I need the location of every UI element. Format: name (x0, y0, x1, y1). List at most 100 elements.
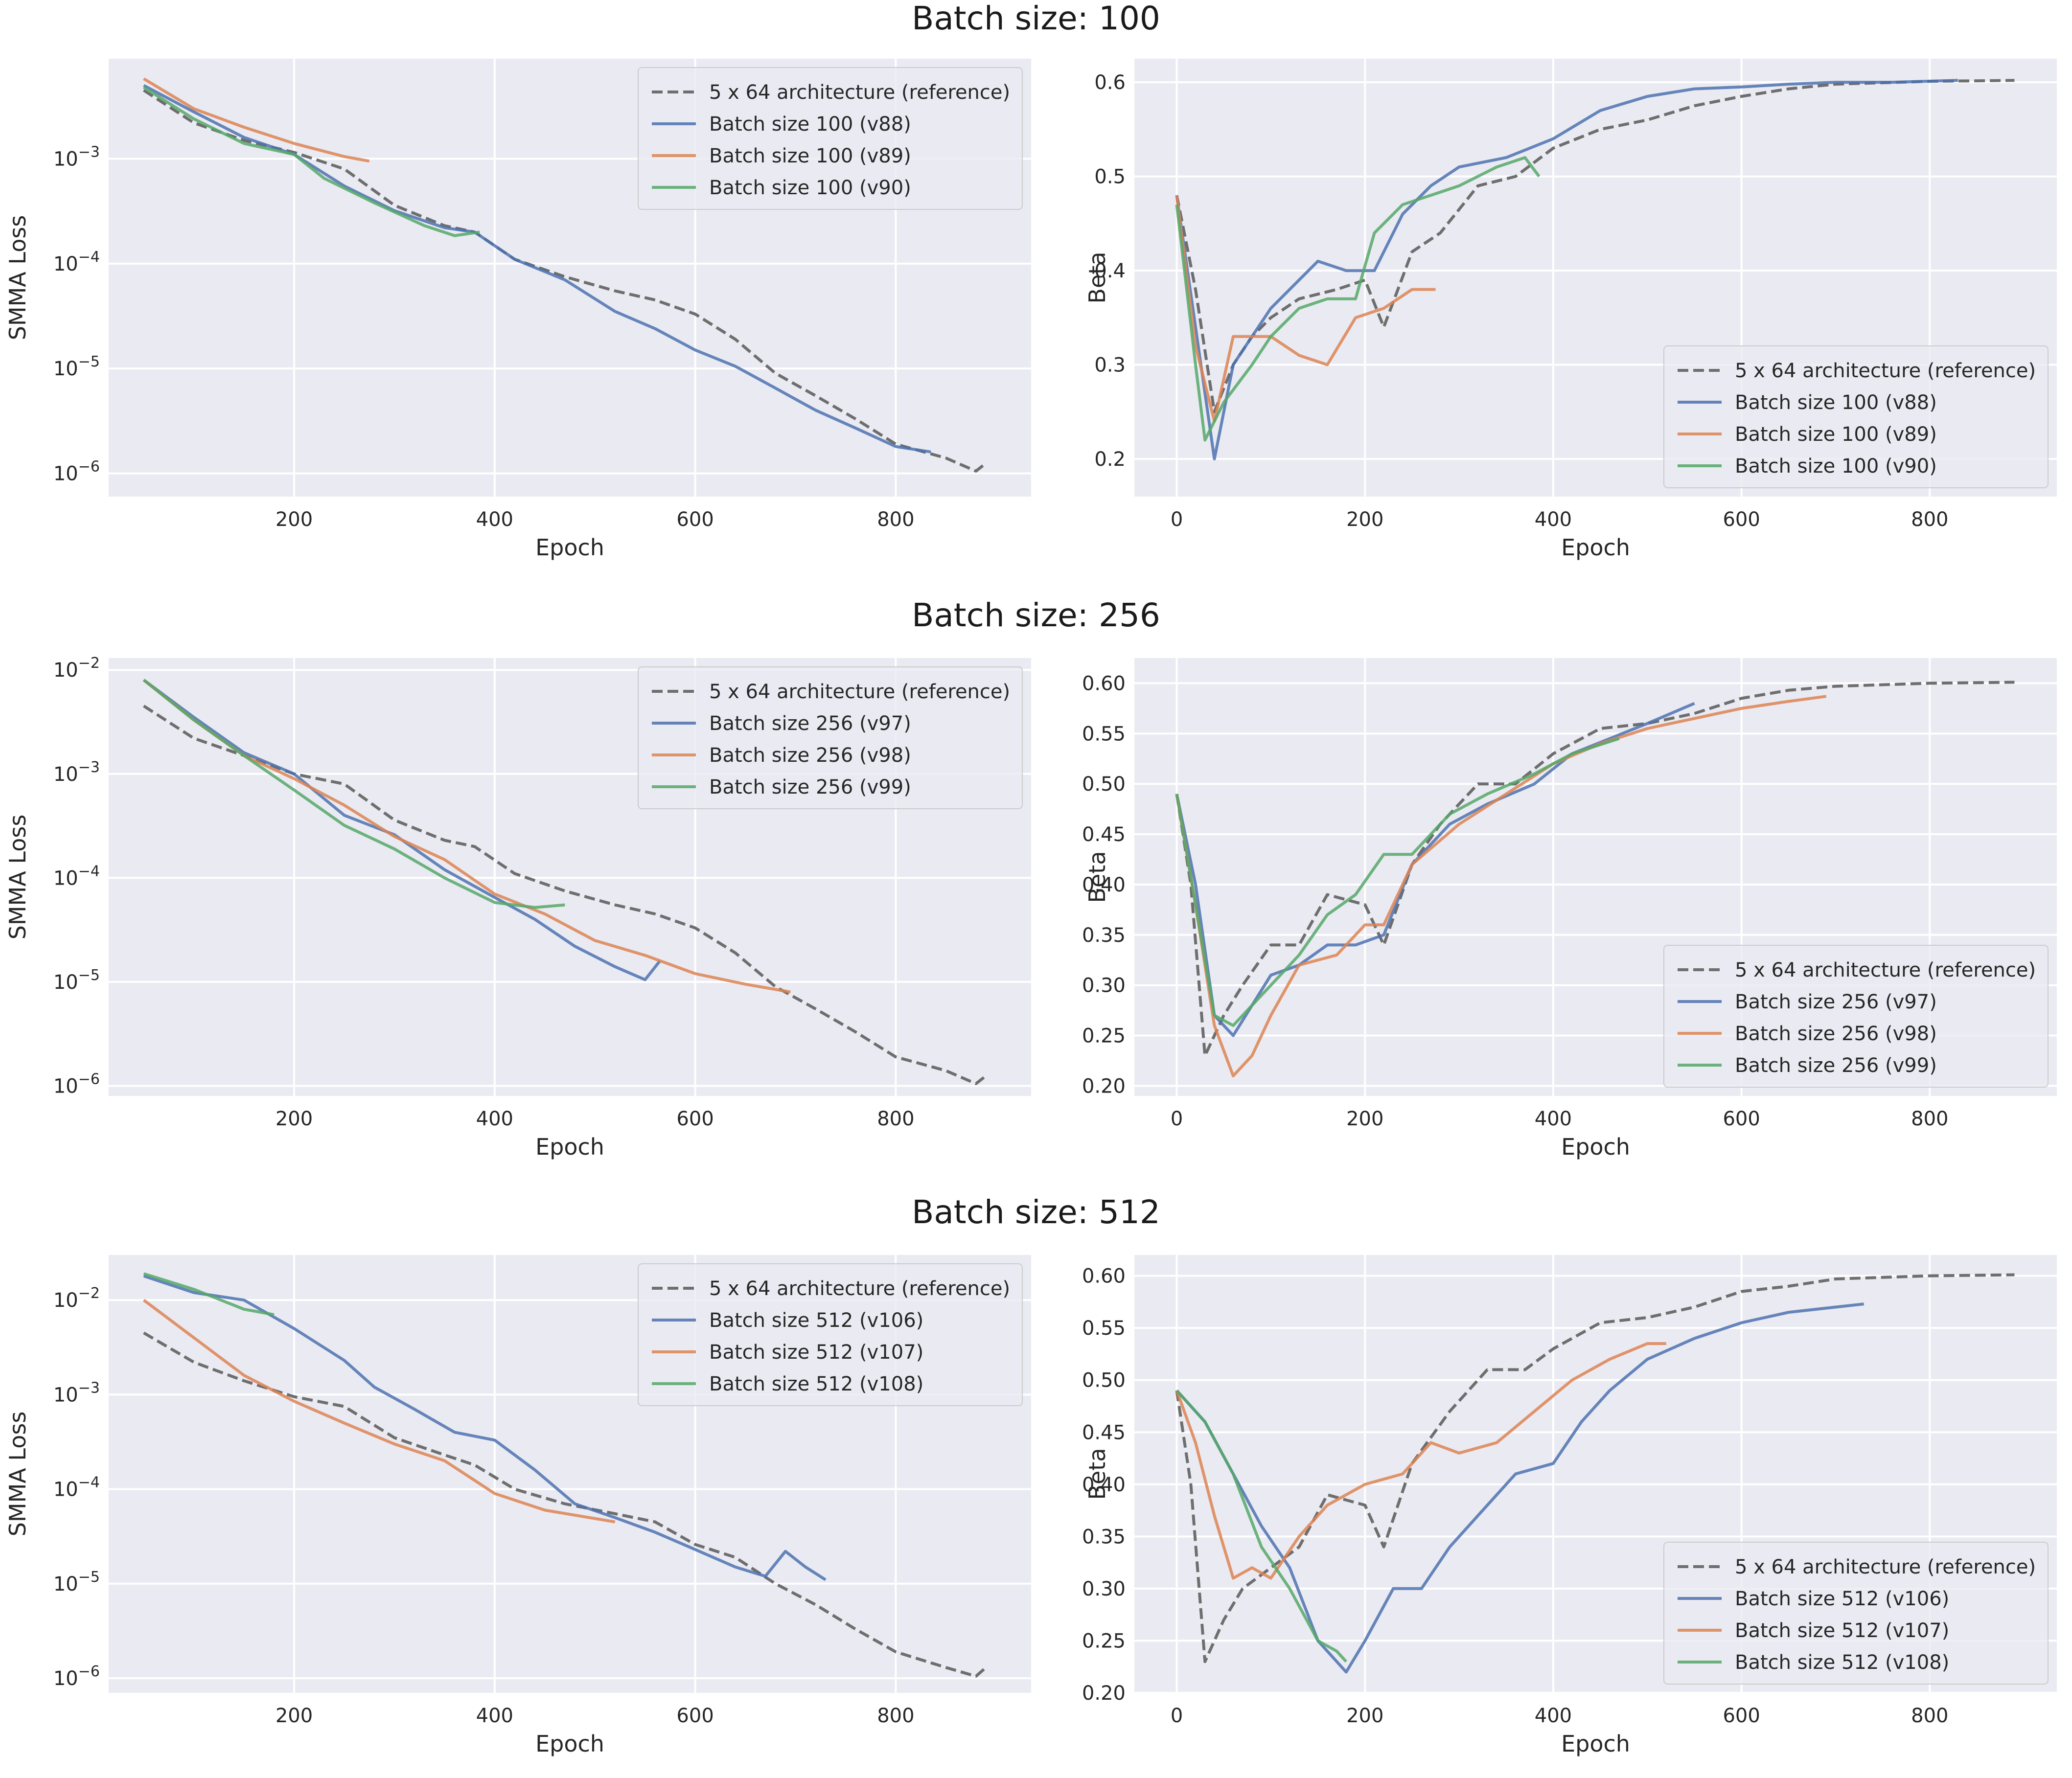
legend: 5 x 64 architecture (reference) Batch siz… (638, 67, 1023, 210)
x-tick-label: 200 (276, 508, 313, 531)
x-tick-label: 400 (476, 1705, 513, 1727)
legend: 5 x 64 architecture (reference) Batch siz… (638, 666, 1023, 809)
y-tick-label: 10−5 (53, 1569, 100, 1596)
legend-entry: Batch size 256 (v97) (709, 712, 911, 735)
legend-entry: Batch size 100 (v88) (709, 113, 911, 136)
series-line-0 (143, 705, 987, 1085)
y-tick-label: 10−5 (53, 967, 100, 994)
legend: 5 x 64 architecture (reference) Batch siz… (638, 1263, 1023, 1406)
legend-entry: Batch size 512 (v107) (709, 1341, 923, 1364)
x-axis-label: Epoch (1561, 1731, 1630, 1757)
y-tick-label: 0.6 (1094, 71, 1126, 94)
legend-box (638, 1263, 1023, 1406)
legend: 5 x 64 architecture (reference) Batch siz… (1663, 345, 2049, 488)
row-title: Batch size: 100 (912, 0, 1160, 37)
loss-panel-row-2: 200 400 600 800 10−6 10−5 10−4 10−3 10−2 Epoch SMM… (4, 1255, 1031, 1757)
x-axis-label: Epoch (535, 1731, 604, 1757)
legend-entry: 5 x 64 architecture (reference) (1735, 360, 2036, 382)
x-tick-label: 600 (1723, 508, 1760, 531)
y-tick-label: 10−3 (53, 1379, 100, 1406)
legend-entry: 5 x 64 architecture (reference) (709, 681, 1010, 703)
y-tick-label: 0.20 (1082, 1075, 1126, 1097)
x-tick-label: 600 (676, 1108, 714, 1130)
y-tick-label: 0.5 (1094, 166, 1126, 188)
y-axis-label: Beta (1084, 851, 1110, 903)
legend-entry: Batch size 512 (v106) (1735, 1588, 1949, 1610)
legend-entry: 5 x 64 architecture (reference) (1735, 959, 2036, 981)
series-line-2 (1175, 695, 1827, 1077)
y-tick-label: 0.45 (1082, 1421, 1126, 1444)
y-axis-label: Beta (1084, 251, 1110, 303)
x-tick-label: 200 (276, 1705, 313, 1727)
x-tick-label: 0 (1171, 1705, 1183, 1727)
x-tick-label: 800 (877, 1705, 914, 1727)
legend-entry: Batch size 100 (v89) (709, 145, 911, 167)
x-axis-label: Epoch (535, 1134, 604, 1160)
y-tick-label: 0.20 (1082, 1682, 1126, 1705)
legend-entry: Batch size 256 (v99) (1735, 1054, 1937, 1077)
legend-entry: Batch size 512 (v108) (709, 1373, 923, 1395)
y-tick-label: 0.35 (1082, 1526, 1126, 1548)
legend-entry: Batch size 100 (v88) (1735, 391, 1937, 414)
beta-panel-row-1: 0 200 400 600 800 0.20 0.25 0.30 0.35 0.40 0.45 0.5… (1082, 658, 2057, 1160)
series-line-1 (1175, 1302, 1865, 1674)
y-tick-label: 10−4 (53, 249, 100, 275)
legend-entry: Batch size 512 (v107) (1735, 1619, 1949, 1642)
beta-panel-row-0: 0 200 400 600 800 0.2 0.3 0.4 0.5 0.6 Epoch Beta 5 x… (1084, 59, 2057, 561)
legend-box (638, 666, 1023, 809)
x-tick-label: 600 (1723, 1108, 1760, 1130)
legend-entry: Batch size 100 (v89) (1735, 423, 1937, 446)
legend-box (1663, 945, 2049, 1088)
legend-box (638, 67, 1023, 210)
y-tick-label: 0.60 (1082, 1265, 1126, 1288)
y-axis-label: SMMA Loss (4, 215, 31, 341)
y-tick-label: 0.50 (1082, 1369, 1126, 1392)
y-tick-label: 0.3 (1094, 354, 1126, 377)
series-line-3 (1175, 737, 1620, 1027)
y-tick-label: 0.30 (1082, 1578, 1126, 1600)
legend-entry: 5 x 64 architecture (reference) (709, 81, 1010, 104)
y-tick-label: 0.60 (1082, 672, 1126, 695)
y-tick-label: 10−5 (53, 353, 100, 380)
series-line-2 (1175, 1342, 1666, 1580)
x-tick-label: 0 (1171, 508, 1183, 531)
x-tick-label: 200 (1346, 508, 1383, 531)
series-line-1 (1175, 79, 1958, 460)
y-tick-label: 0.55 (1082, 723, 1126, 745)
x-axis-label: Epoch (1561, 534, 1630, 561)
x-tick-label: 800 (1911, 1705, 1948, 1727)
series-line-0 (1175, 79, 2015, 413)
x-tick-label: 600 (1723, 1705, 1760, 1727)
series-line-2 (142, 679, 791, 994)
series-line-2 (1175, 195, 1436, 423)
y-tick-label: 0.55 (1082, 1317, 1126, 1340)
legend-entry: Batch size 256 (v98) (709, 744, 911, 767)
y-tick-label: 10−2 (53, 655, 100, 682)
x-tick-label: 600 (676, 508, 714, 531)
x-tick-label: 800 (1911, 1108, 1948, 1130)
x-tick-label: 400 (1535, 1705, 1572, 1727)
series-line-3 (1175, 1389, 1348, 1663)
series-line-0 (1175, 1273, 2015, 1664)
x-axis-label: Epoch (1561, 1134, 1630, 1160)
y-axis-label: SMMA Loss (4, 1412, 31, 1537)
y-tick-label: 10−4 (53, 863, 100, 889)
y-tick-label: 0.30 (1082, 975, 1126, 997)
series-line-2 (142, 1299, 616, 1524)
x-tick-label: 200 (1346, 1705, 1383, 1727)
x-tick-label: 400 (1535, 508, 1572, 531)
y-tick-label: 0.50 (1082, 773, 1126, 796)
y-tick-label: 0.40 (1082, 874, 1126, 896)
x-tick-label: 200 (1346, 1108, 1383, 1130)
series-line-3 (143, 1272, 275, 1317)
legend: 5 x 64 architecture (reference) Batch siz… (1663, 1542, 2049, 1685)
x-tick-label: 400 (1535, 1108, 1572, 1130)
legend-entry: Batch size 512 (v106) (709, 1309, 923, 1332)
legend-entry: Batch size 512 (v108) (1735, 1651, 1949, 1674)
x-tick-label: 0 (1171, 1108, 1183, 1130)
legend-entry: Batch size 256 (v99) (709, 776, 911, 798)
series-line-3 (1175, 156, 1541, 442)
y-axis-label: SMMA Loss (4, 815, 31, 940)
y-tick-label: 10−6 (53, 1663, 100, 1690)
